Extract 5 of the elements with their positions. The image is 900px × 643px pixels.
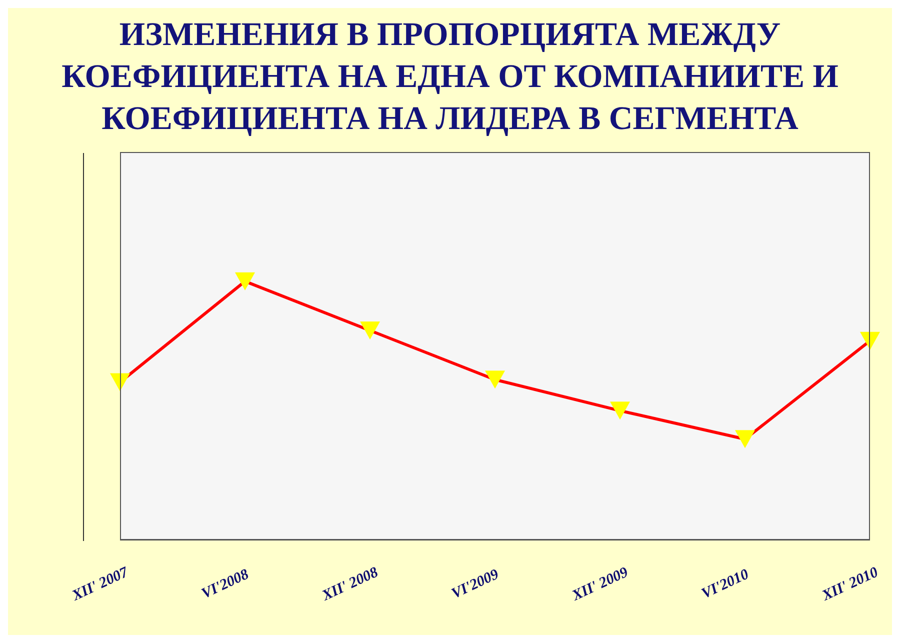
x-tick-label: XII' 2007	[69, 564, 132, 605]
x-tick-label: XII' 2008	[319, 564, 382, 605]
chart-title: ИЗМЕНЕНИЯ В ПРОПОРЦИЯТА МЕЖДУ КОЕФИЦИЕНТА НА ЕДНА ОТ КОМПАНИИТЕ И КОЕФИЦИЕНТА НА ЛИДЕРА В СЕГМЕНТА	[60, 16, 840, 139]
x-tick-label: XII' 2009	[569, 564, 632, 605]
x-tick-label: XII' 2010	[819, 564, 882, 605]
